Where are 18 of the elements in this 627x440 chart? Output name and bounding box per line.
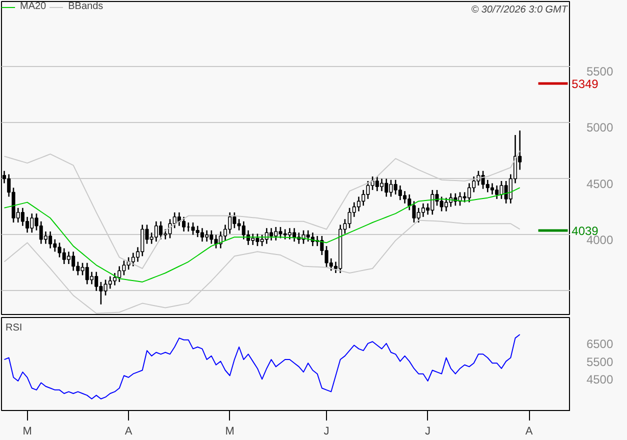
- y-tick-label: 5500: [586, 354, 614, 369]
- line-series: [4, 334, 520, 400]
- x-tick-label: J: [425, 426, 431, 438]
- legend-label: BBands: [68, 1, 104, 12]
- x-tick-label: A: [124, 426, 133, 438]
- y-tick-label: 4500: [586, 372, 614, 387]
- annotation: © 30/7/2026 3:0 GMT: [471, 4, 568, 16]
- x-tick-label: A: [525, 426, 534, 438]
- ref-line-label: 5349: [572, 77, 599, 92]
- legend-label: MA20: [20, 1, 46, 12]
- y-tick-label: 5000: [586, 120, 614, 135]
- y-tick-label: 5500: [586, 64, 614, 79]
- x-tick-label: M: [22, 426, 32, 438]
- x-tick-label: M: [225, 426, 234, 438]
- text: RSI: [6, 322, 22, 334]
- x-tick-label: J: [324, 426, 330, 438]
- y-tick-label: 4500: [586, 176, 614, 191]
- y-tick-label: 6500: [586, 336, 614, 351]
